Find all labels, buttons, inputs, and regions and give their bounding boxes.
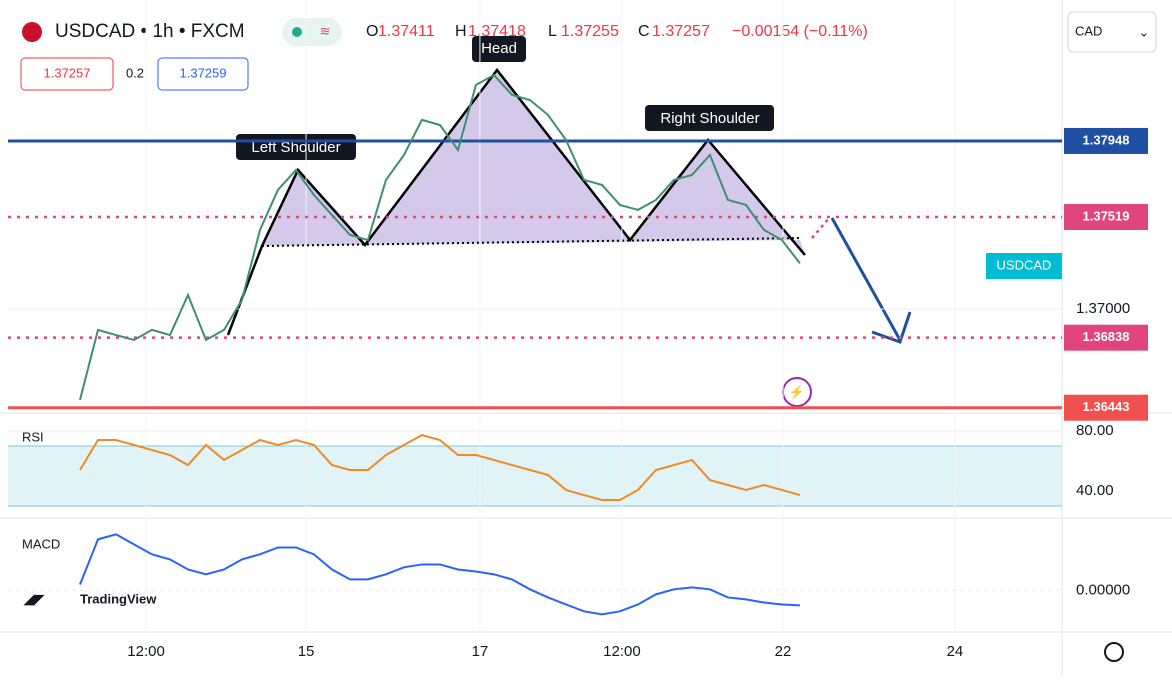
flag-icon <box>22 22 42 42</box>
symbol-tag-box <box>986 253 1062 279</box>
status-icon: ≋ <box>320 23 331 38</box>
y-tick-label: 80.00 <box>1076 422 1114 439</box>
ohlc-label: L <box>548 23 557 40</box>
ohlc-value: 1.37255 <box>561 23 619 40</box>
annotation: Head <box>481 40 517 57</box>
level-tag <box>1064 127 1148 154</box>
ohlc-label: O <box>366 23 378 40</box>
annotation: Right Shoulder <box>660 110 759 127</box>
annotation: Left Shoulder <box>251 139 340 156</box>
label-box <box>472 36 526 62</box>
x-tick-label: 12:00 <box>127 643 165 660</box>
level-label: 1.36443 <box>1083 399 1130 414</box>
level-tag <box>1064 394 1148 421</box>
watermark: TradingView <box>80 591 157 606</box>
currency: CAD <box>1075 23 1102 38</box>
settings-icon[interactable] <box>1104 642 1124 662</box>
y-tick-label: 0.00000 <box>1076 581 1130 598</box>
y-tick-label: 1.37000 <box>1076 300 1130 317</box>
symbol-tag: USDCAD <box>997 257 1052 272</box>
ohlc-label: C <box>638 23 650 40</box>
status-dot <box>292 27 302 37</box>
status[interactable] <box>282 18 342 46</box>
level-label: 1.37948 <box>1083 132 1130 147</box>
ohlc-value: 1.37411 <box>378 23 435 40</box>
level-tag <box>1064 203 1148 230</box>
x-tick-label: 24 <box>947 643 964 660</box>
buy-button[interactable] <box>157 57 249 91</box>
level-label: 1.37519 <box>1083 208 1130 223</box>
arrow-head <box>871 311 912 344</box>
x-tick-label: 22 <box>775 643 792 660</box>
sell-button[interactable] <box>20 57 114 91</box>
x-tick-label: 15 <box>298 643 315 660</box>
price-line <box>79 73 801 401</box>
level-tag <box>1064 324 1148 351</box>
x-tick-label: 12:00 <box>603 643 641 660</box>
rsi-line <box>79 433 801 502</box>
bid: 1.37257 <box>44 65 91 80</box>
spread: 0.2 <box>126 65 144 80</box>
dropdown-icon: ⌄ <box>1139 24 1150 39</box>
currency-select[interactable] <box>1067 11 1157 53</box>
event-glyph: ⚡ <box>789 384 805 400</box>
x-tick-label: 17 <box>472 643 489 660</box>
rsi-band <box>8 446 1062 506</box>
ohlc-label: H <box>455 23 467 40</box>
target-arrow <box>830 217 902 341</box>
level-label: 1.36838 <box>1083 329 1130 344</box>
y-tick-label: 40.00 <box>1076 482 1114 499</box>
pattern-line <box>226 67 806 336</box>
ohlc-value: 1.37257 <box>652 23 710 40</box>
label-box <box>645 105 774 131</box>
macd-line <box>79 533 800 616</box>
change: −0.00154 (−0.11%) <box>732 23 868 40</box>
pattern-fill <box>262 70 805 255</box>
projection <box>811 216 831 239</box>
pane-label: RSI <box>22 429 44 444</box>
watermark-logo: ◢◤ <box>23 591 45 606</box>
symbol: USDCAD • 1h • FXCM <box>55 21 245 42</box>
ask: 1.37259 <box>180 65 227 80</box>
ohlc-value: 1.37418 <box>468 23 526 40</box>
pane-label: MACD <box>22 536 60 551</box>
